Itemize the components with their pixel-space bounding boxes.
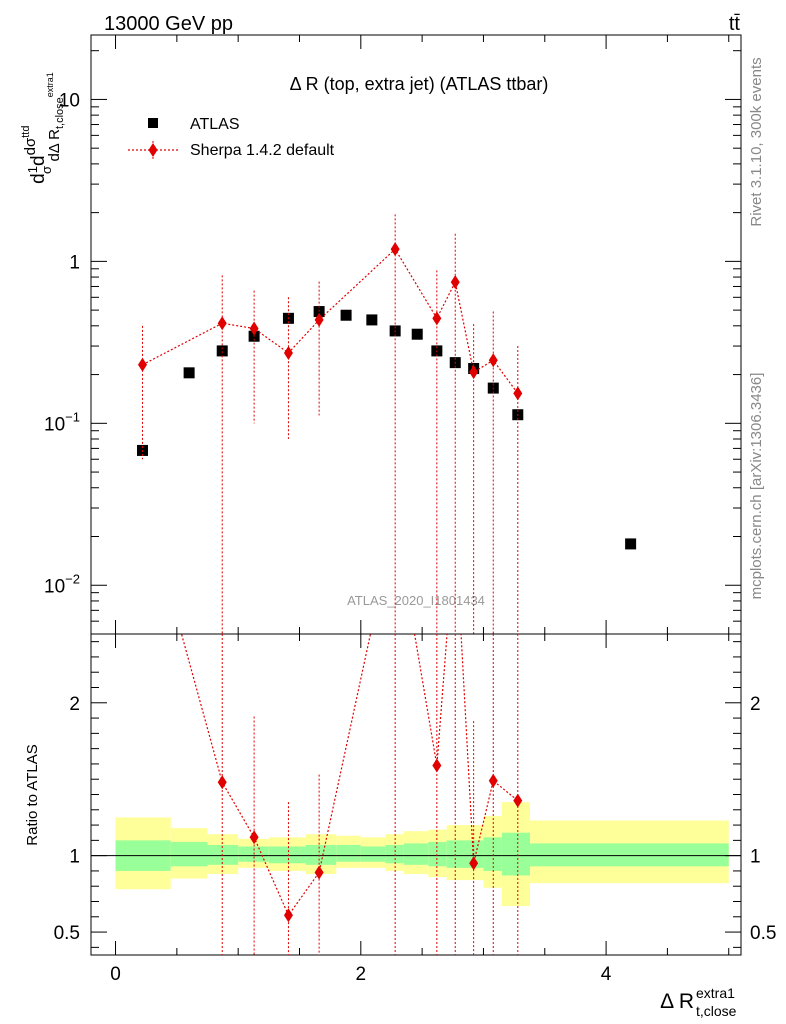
ratio-band-inner	[336, 844, 361, 862]
ratio-y-tick-label: 0.5	[54, 923, 80, 944]
xlabel: Δ R extra1 t,close	[660, 985, 737, 1019]
ratio-band-inner	[305, 844, 337, 865]
sherpa-point	[314, 312, 324, 327]
ratio-y-tick-label-right: 1	[750, 847, 761, 868]
y-tick-label: 10−2	[44, 571, 80, 597]
ratio-ylabel: Ratio to ATLAS	[24, 744, 41, 845]
ratio-point	[283, 908, 293, 923]
ratio-band-inner	[501, 832, 531, 876]
legend-marker-sherpa	[148, 143, 158, 157]
sherpa-point	[469, 365, 479, 380]
atlas-point	[366, 314, 378, 326]
watermark: ATLAS_2020_I1801434	[347, 593, 485, 608]
header-left: 13000 GeV pp	[104, 13, 233, 35]
atlas-point	[183, 367, 195, 379]
y-tick-label: 10	[59, 90, 80, 111]
main-ylabel: d1σddσttd dΔ Rt,closeextra1	[20, 72, 66, 184]
header-right: tt̄	[729, 13, 741, 35]
sherpa-point	[138, 357, 148, 372]
sherpa-line	[142, 248, 519, 394]
ratio-y-tick-label-right: 2	[750, 694, 761, 715]
ratio-point	[217, 775, 227, 790]
legend-marker-atlas	[148, 118, 158, 128]
ratio-band-inner	[385, 844, 404, 864]
atlas-point	[625, 538, 637, 550]
ratio-band-inner	[207, 844, 239, 865]
ratio-panel: 0 2 4 0.5 0.5 1 1 2 2 Ratio to ATLAS	[24, 633, 776, 985]
ratio-band-inner	[268, 846, 306, 864]
x-tick-label: 2	[356, 964, 367, 985]
ratio-series	[180, 634, 523, 955]
atlas-point	[340, 309, 352, 321]
x-tick-label: 4	[601, 964, 612, 985]
sherpa-point	[432, 311, 442, 326]
sherpa-point	[283, 345, 293, 360]
xlabel-main: Δ R	[660, 990, 694, 1013]
mcplots-label: mcplots.cern.ch [arXiv:1306.3436]	[748, 373, 765, 600]
xlabel-sup: extra1	[696, 985, 735, 1001]
ratio-point	[432, 758, 442, 773]
ratio-point	[314, 865, 324, 880]
ratio-band-inner	[465, 840, 484, 868]
ratio-band-inner	[530, 843, 729, 867]
ratio-band-inner	[403, 843, 429, 865]
ratio-point	[249, 830, 259, 845]
sherpa-point	[249, 321, 259, 336]
sherpa-point	[450, 275, 460, 290]
sherpa-point	[217, 316, 227, 331]
sherpa-point	[513, 386, 523, 401]
ratio-band-inner	[238, 846, 269, 862]
sherpa-point	[390, 242, 400, 257]
ratio-y-tick-label: 2	[69, 694, 80, 715]
sherpa-point	[488, 353, 498, 368]
legend-label-atlas: ATLAS	[190, 116, 240, 133]
rivet-label: Rivet 3.1.10, 300k events	[748, 57, 765, 226]
atlas-point	[216, 345, 228, 357]
ratio-band-inner	[360, 846, 386, 862]
main-panel: 10−2 10−1 1 10 Δ R (top, extra jet) (ATLAS …	[20, 34, 742, 955]
y-tick-label: 1	[69, 252, 80, 273]
ratio-band-inner	[483, 837, 502, 871]
main-plot-title: Δ R (top, extra jet) (ATLAS ttbar)	[290, 74, 549, 94]
ratio-point	[513, 793, 523, 808]
ratio-point	[488, 773, 498, 788]
ratio-band-inner	[170, 841, 208, 867]
ratio-point	[469, 856, 479, 871]
atlas-point	[411, 328, 423, 340]
ratio-y-tick-label: 1	[69, 847, 80, 868]
xlabel-sub: t,close	[696, 1003, 737, 1019]
y-tick-label: 10−1	[44, 409, 80, 435]
legend-label-sherpa: Sherpa 1.4.2 default	[190, 142, 335, 159]
ratio-band-inner	[446, 840, 466, 868]
ratio-y-tick-label-right: 0.5	[750, 923, 776, 944]
ratio-frame	[90, 633, 742, 956]
legend: ATLAS Sherpa 1.4.2 default	[128, 116, 335, 159]
x-tick-label: 0	[110, 964, 121, 985]
ratio-band-inner	[428, 841, 447, 867]
